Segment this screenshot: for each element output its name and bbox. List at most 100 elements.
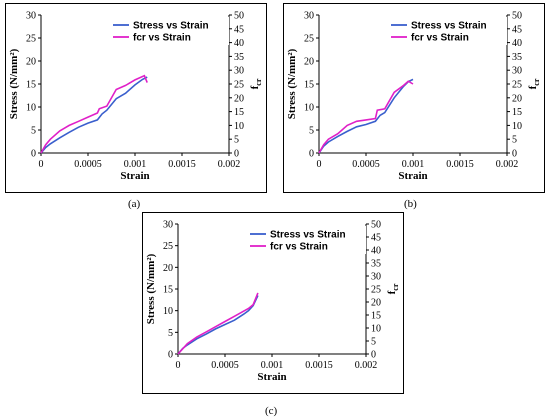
x-axis-title: Strain [257,371,286,383]
y-tick-label: 0 [31,149,36,160]
y2-tick-label: 25 [512,80,522,91]
figure-caption: (b) [404,198,417,210]
y2-axis-title: fcr [527,78,541,89]
y2-tick-label: 45 [371,233,381,244]
chart-panel-a: 0 5 10 15 20 25 30 0 5 10 15 20 25 30 35 40 45 50 0 0.0005 0… [5,3,267,193]
y2-tick-label: 0 [512,149,517,160]
y-tick-label: 0 [168,350,173,361]
legend-label: Stress vs Strain [133,21,209,32]
x-tick-label: 0.0005 [211,360,239,371]
y2-tick-label: 10 [234,121,244,132]
x-tick-label: 0.002 [496,159,519,170]
legend-box [389,17,507,45]
legend-box [248,226,366,254]
y-axis-title: Stress (N/mm²) [286,48,298,119]
y2-axis-title-sub: cr [254,78,263,86]
legend-label: Stress vs Strain [270,230,346,241]
y2-tick-label: 25 [234,80,244,91]
y2-tick-label: 10 [512,121,522,132]
y2-axis-title-sub: cr [532,78,541,86]
y2-axis-title-sub: cr [391,283,400,291]
y2-tick-label: 30 [512,66,522,77]
y2-tick-label: 45 [234,24,244,35]
x-axis-title: Strain [120,170,149,182]
chart-panel-c: 0 5 10 15 20 25 30 0 5 10 15 20 25 30 35 40 45 50 0 0.0005 0… [142,212,404,394]
x-tick-label: 0.002 [218,159,241,170]
y-tick-label: 25 [304,34,314,45]
legend-box [111,17,229,45]
x-axis-title: Strain [398,170,427,182]
y2-tick-label: 35 [371,259,381,270]
y-tick-label: 15 [304,80,314,91]
y2-tick-label: 25 [371,285,381,296]
y2-tick-label: 20 [234,93,244,104]
chart-svg: 0 5 10 15 20 25 30 0 5 10 15 20 25 30 35 40 45 50 0 0.0005 0… [286,11,541,183]
series-line-fcr [40,74,148,154]
y-tick-label: 20 [163,263,173,274]
y-tick-label: 15 [26,80,36,91]
x-tick-label: 0.002 [355,360,378,371]
y2-tick-label: 35 [512,52,522,63]
y-axis-title: Stress (N/mm²) [145,253,157,324]
x-tick-label: 0.0015 [446,159,474,170]
y2-tick-label: 10 [371,324,381,335]
y2-tick-label: 0 [234,149,239,160]
figure-caption: (c) [265,405,278,417]
legend-label: fcr vs Strain [411,33,469,44]
y-tick-label: 25 [163,241,173,252]
y2-tick-label: 5 [512,135,517,146]
y2-tick-label: 40 [512,38,522,49]
y-tick-label: 5 [309,126,314,137]
y2-tick-label: 30 [234,66,244,77]
x-tick-label: 0.0015 [305,360,333,371]
y-tick-label: 30 [304,11,314,22]
y-tick-label: 10 [26,103,36,114]
y2-tick-label: 20 [371,298,381,309]
x-tick-label: 0 [39,159,44,170]
y2-axis-title-base: f [386,290,398,294]
y2-axis-title-base: f [249,85,261,89]
y2-tick-label: 40 [234,38,244,49]
y2-tick-label: 5 [234,135,239,146]
x-tick-label: 0.0005 [352,159,380,170]
y-tick-label: 5 [31,126,36,137]
y-tick-label: 25 [26,34,36,45]
x-tick-label: 0.0005 [74,159,102,170]
y2-tick-label: 15 [512,107,522,118]
y2-tick-label: 40 [371,246,381,257]
y2-tick-label: 20 [512,93,522,104]
chart-svg: 0 5 10 15 20 25 30 0 5 10 15 20 25 30 35 40 45 50 0 0.0005 0… [145,220,400,384]
y2-axis-title: fcr [386,283,400,294]
figure-caption: (a) [128,198,141,210]
x-tick-label: 0.001 [124,159,147,170]
y2-tick-label: 50 [234,11,244,22]
y2-tick-label: 30 [371,272,381,283]
y-tick-label: 10 [163,306,173,317]
legend-label: Stress vs Strain [411,21,487,32]
y-axis-title: Stress (N/mm²) [8,48,20,119]
legend-label: fcr vs Strain [270,242,328,253]
y-tick-label: 15 [163,285,173,296]
y2-tick-label: 5 [371,337,376,348]
y-tick-label: 20 [304,57,314,68]
y2-axis-title-base: f [527,85,539,89]
y2-tick-label: 50 [371,220,381,231]
y-tick-label: 20 [26,57,36,68]
x-tick-label: 0.0015 [168,159,196,170]
series-line-stress [318,78,414,154]
chart-panel-b: 0 5 10 15 20 25 30 0 5 10 15 20 25 30 35 40 45 50 0 0.0005 0… [283,3,545,193]
y2-tick-label: 45 [512,24,522,35]
series-line-fcr [318,80,414,154]
series-line-stress [40,76,148,154]
y-tick-label: 5 [168,328,173,339]
chart-svg: 0 5 10 15 20 25 30 0 5 10 15 20 25 30 35 40 45 50 0 0.0005 0… [8,11,263,183]
y-tick-label: 30 [26,11,36,22]
y2-axis-title: fcr [249,78,263,89]
y2-tick-label: 15 [371,311,381,322]
series-line-fcr [177,292,259,355]
y2-tick-label: 50 [512,11,522,22]
y-tick-label: 10 [304,103,314,114]
x-tick-label: 0 [176,360,181,371]
y2-tick-label: 0 [371,350,376,361]
x-tick-label: 0 [317,159,322,170]
